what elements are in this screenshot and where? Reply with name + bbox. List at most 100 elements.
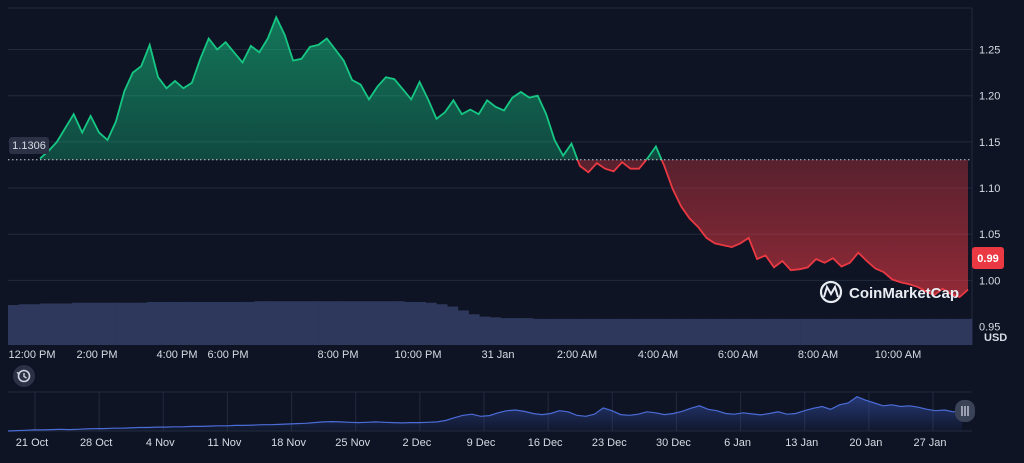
volume-bar xyxy=(372,301,384,345)
volume-bar xyxy=(779,318,791,345)
volume-bar xyxy=(832,318,844,345)
x-tick-label: 8:00 PM xyxy=(318,349,359,361)
volume-bar xyxy=(18,304,30,345)
volume-bar xyxy=(190,301,202,345)
volume-bar xyxy=(661,318,673,345)
overview-tick-label: 18 Nov xyxy=(271,437,306,449)
volume-bar xyxy=(725,318,737,345)
navigator-handle[interactable] xyxy=(955,400,975,422)
volume-bar xyxy=(682,318,694,345)
volume-bar xyxy=(404,301,416,345)
history-icon xyxy=(17,369,31,383)
overview-tick-label: 27 Jan xyxy=(913,437,946,449)
volume-bar xyxy=(607,318,619,345)
x-tick-label: 8:00 AM xyxy=(798,349,838,361)
volume-bar xyxy=(479,316,491,345)
volume-bar xyxy=(468,314,480,345)
volume-bar xyxy=(222,301,234,345)
volume-bar xyxy=(929,318,941,345)
baseline-label-text: 1.1306 xyxy=(12,140,46,152)
overview-line xyxy=(7,396,963,432)
overview-area xyxy=(8,396,962,431)
volume-bar xyxy=(490,317,502,345)
volume-bar xyxy=(650,318,662,345)
volume-bar xyxy=(361,301,373,345)
volume-bar xyxy=(950,318,962,345)
volume-bar xyxy=(275,301,287,345)
volume-bar xyxy=(350,301,362,345)
volume-bar xyxy=(800,318,812,345)
volume-bar xyxy=(564,318,576,345)
watermark-text: CoinMarketCap xyxy=(849,285,959,302)
price-line-down xyxy=(576,159,969,299)
volume-bar xyxy=(575,318,587,345)
volume-bar xyxy=(50,303,62,345)
volume-bar xyxy=(522,318,534,345)
volume-bar xyxy=(136,302,148,345)
volume-bar xyxy=(875,318,887,345)
volume-bar xyxy=(329,301,341,345)
volume-bar xyxy=(597,318,609,345)
overview-tick-label: 23 Dec xyxy=(592,437,627,449)
volume-bar xyxy=(393,301,405,345)
volume-bar xyxy=(286,301,298,345)
overview-tick-label: 28 Oct xyxy=(80,437,112,449)
volume-bar xyxy=(157,301,169,345)
volume-bar xyxy=(704,318,716,345)
volume-bar xyxy=(693,318,705,345)
volume-bar xyxy=(179,301,191,345)
volume-bar xyxy=(340,301,352,345)
volume-bar xyxy=(639,318,651,345)
volume-bar xyxy=(61,303,73,345)
volume-bar xyxy=(714,318,726,345)
volume-bar xyxy=(907,318,919,345)
x-tick-label: 2:00 AM xyxy=(557,349,597,361)
volume-bar xyxy=(457,310,469,345)
overview-tick-label: 6 Jan xyxy=(724,437,751,449)
baseline-label: 1.1306 xyxy=(9,137,49,154)
volume-bar xyxy=(82,302,94,345)
y-tick-label: 1.05 xyxy=(979,229,1000,241)
volume-bars xyxy=(8,301,973,345)
volume-bar xyxy=(147,301,159,345)
x-tick-label: 12:00 PM xyxy=(8,349,55,361)
overview-tick-label: 30 Dec xyxy=(656,437,691,449)
y-tick-label: 1.15 xyxy=(979,137,1000,149)
volume-bar xyxy=(543,318,555,345)
x-tick-label: 10:00 PM xyxy=(394,349,441,361)
volume-bar xyxy=(768,318,780,345)
volume-bar xyxy=(532,318,544,345)
overview-tick-label: 21 Oct xyxy=(16,437,48,449)
volume-bar xyxy=(104,302,116,345)
x-tick-label: 4:00 AM xyxy=(638,349,678,361)
overview-tick-label: 2 Dec xyxy=(402,437,431,449)
price-line-up xyxy=(39,14,663,160)
volume-bar xyxy=(789,318,801,345)
volume-bar xyxy=(897,318,909,345)
volume-bar xyxy=(511,318,523,345)
volume-bar xyxy=(918,318,930,345)
x-tick-label: 6:00 PM xyxy=(208,349,249,361)
volume-bar xyxy=(232,301,244,345)
volume-bar xyxy=(254,301,266,345)
history-button[interactable] xyxy=(13,365,35,387)
volume-bar xyxy=(297,301,309,345)
volume-bar xyxy=(447,306,459,345)
y-axis: 1.25 1.20 1.15 1.10 1.05 1.00 0.95 xyxy=(979,45,1000,334)
overview-tick-label: 4 Nov xyxy=(146,437,175,449)
current-price-tag: 0.99 xyxy=(972,247,1004,269)
y-tick-label: 1.20 xyxy=(979,91,1000,103)
volume-bar xyxy=(886,318,898,345)
y-tick-label: 1.10 xyxy=(979,183,1000,195)
volume-bar xyxy=(500,318,512,345)
overview-series xyxy=(7,396,963,432)
volume-bar xyxy=(29,304,41,345)
x-tick-label: 6:00 AM xyxy=(718,349,758,361)
current-price-text: 0.99 xyxy=(977,253,998,265)
volume-bar xyxy=(961,318,973,345)
volume-bar xyxy=(125,302,137,345)
x-tick-label: 2:00 PM xyxy=(77,349,118,361)
volume-bar xyxy=(747,318,759,345)
